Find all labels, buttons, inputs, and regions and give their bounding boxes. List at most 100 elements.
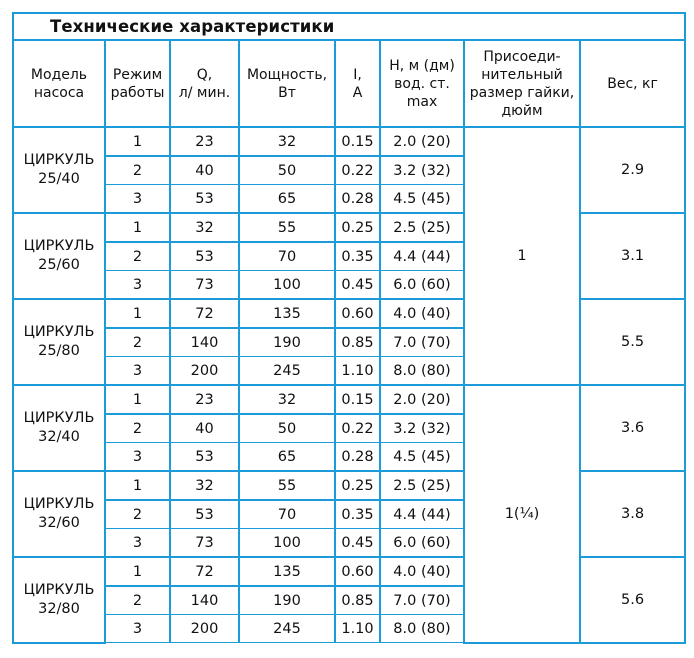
current-cell: 0.45: [334, 270, 381, 300]
flow-cell: 53: [169, 184, 240, 214]
header-power-line: Мощность,: [246, 66, 328, 83]
head-cell: 8.0 (80): [379, 614, 465, 643]
flow-cell: 73: [169, 528, 240, 558]
head-cell: 4.0 (40): [379, 298, 465, 329]
current-cell: 0.22: [334, 413, 381, 443]
power-cell: 32: [238, 126, 336, 157]
flow-cell: 53: [169, 442, 240, 472]
model-name: ЦИРКУЛЬ: [23, 324, 95, 340]
mode-cell: 2: [104, 241, 171, 271]
current-cell: 0.28: [334, 184, 381, 214]
header-head: H, м (дм) вод. ст. max: [379, 39, 465, 128]
current-cell: 0.28: [334, 442, 381, 472]
model-name: ЦИРКУЛЬ: [23, 238, 95, 254]
power-cell: 50: [238, 413, 336, 443]
power-cell: 100: [238, 528, 336, 558]
header-row: Модель насоса Режим работы Q, л/ мин. Мо…: [12, 39, 687, 128]
mode-cell: 3: [104, 614, 171, 643]
mode-cell: 1: [104, 126, 171, 157]
power-cell: 65: [238, 184, 336, 214]
power-cell: 100: [238, 270, 336, 300]
model-name: ЦИРКУЛЬ: [23, 581, 95, 598]
model-name-cell: ЦИРКУЛЬ 25/60: [12, 212, 106, 300]
flow-cell: 200: [169, 356, 240, 386]
head-cell: 3.2 (32): [379, 155, 465, 185]
header-connection-line: дюйм: [501, 102, 543, 119]
table-row: 3 200 245 1.10 8.0 (80): [13, 614, 685, 643]
header-weight-line: Вес, кг: [607, 75, 658, 92]
model-name-cell: ЦИРКУЛЬ 32/80: [12, 556, 106, 644]
header-current: I, A: [334, 39, 381, 128]
power-cell: 55: [238, 470, 336, 501]
header-model: Модель насоса: [12, 39, 106, 128]
flow-cell: 72: [169, 298, 240, 329]
model-name: ЦИРКУЛЬ: [23, 496, 95, 512]
head-cell: 3.2 (32): [379, 413, 465, 443]
model-name: ЦИРКУЛЬ: [23, 410, 95, 426]
head-cell: 7.0 (70): [379, 585, 465, 615]
weight-cell: 2.9: [578, 126, 687, 214]
model-name: ЦИРКУЛЬ: [23, 152, 95, 168]
model-size: 25/60: [38, 257, 80, 273]
table-row: 2 53 70 0.35 4.4 (44): [13, 499, 685, 529]
table-row: 3 53 65 0.28 4.5 (45): [13, 442, 685, 472]
table-row: 3 73 100 0.45 6.0 (60): [13, 270, 685, 300]
current-cell: 0.60: [334, 298, 381, 329]
header-mode-line: работы: [110, 84, 165, 101]
head-cell: 7.0 (70): [379, 327, 465, 357]
flow-cell: 40: [169, 413, 240, 443]
model-size: 32/40: [38, 429, 80, 445]
current-cell: 0.22: [334, 155, 381, 185]
head-cell: 2.0 (20): [379, 384, 465, 415]
table-row: 3 73 100 0.45 6.0 (60): [13, 528, 685, 558]
flow-cell: 53: [169, 241, 240, 271]
mode-cell: 2: [104, 585, 171, 615]
table-row: ЦИРКУЛЬ 32/40 1 23 32 0.15 2.0 (20) 1(¼)…: [12, 384, 687, 644]
head-cell: 4.4 (44): [379, 499, 465, 529]
header-connection-line: нительный: [481, 66, 563, 83]
flow-cell: 140: [169, 327, 240, 357]
header-current-line: A: [352, 84, 363, 101]
power-cell: 55: [238, 212, 336, 243]
power-cell: 190: [238, 327, 336, 357]
header-flow-line: л/ мин.: [178, 84, 231, 101]
mode-cell: 1: [104, 556, 171, 587]
power-cell: 50: [238, 155, 336, 185]
weight-cell: 3.6: [578, 384, 687, 472]
mode-cell: 3: [104, 528, 171, 558]
flow-cell: 140: [169, 585, 240, 615]
power-cell: 135: [238, 298, 336, 329]
current-cell: 0.35: [334, 241, 381, 271]
table-body: ЦИРКУЛЬ 25/40 1 23 32 0.15 2.0 (20) 1 2.…: [12, 126, 687, 644]
head-cell: 4.5 (45): [379, 442, 465, 472]
head-cell: 2.5 (25): [379, 212, 465, 243]
power-cell: 245: [238, 356, 336, 386]
model-size: 25/80: [38, 343, 80, 359]
header-mode-line: Режим: [112, 66, 163, 83]
mode-cell: 2: [104, 499, 171, 529]
flow-cell: 72: [169, 556, 240, 587]
mode-cell: 1: [104, 212, 171, 243]
table-row: 3 53 65 0.28 4.5 (45): [13, 184, 685, 214]
mode-cell: 1: [104, 298, 171, 329]
header-head-line: H, м (дм): [389, 57, 455, 74]
head-cell: 4.5 (45): [379, 184, 465, 214]
power-cell: 135: [238, 556, 336, 587]
table-row: ЦИРКУЛЬ 25/60 1 32 55 0.25 2.5 (25) 3.1: [12, 212, 687, 300]
header-model-line: Модель: [30, 66, 88, 83]
header-connection-line: размер гайки,: [469, 84, 575, 101]
mode-cell: 3: [104, 184, 171, 214]
power-cell: 70: [238, 499, 336, 529]
current-cell: 0.35: [334, 499, 381, 529]
flow-cell: 23: [169, 126, 240, 157]
flow-cell: 23: [169, 384, 240, 415]
power-cell: 32: [238, 384, 336, 415]
header-current-line: I,: [353, 66, 362, 83]
connection-cell: 1(¼): [463, 384, 581, 644]
current-cell: 0.85: [334, 327, 381, 357]
table-row: ЦИРКУЛЬ 32/60 1 32 55 0.25 2.5 (25) 3.8: [12, 470, 687, 558]
model-name-cell: ЦИРКУЛЬ 25/80: [12, 298, 106, 386]
head-cell: 8.0 (80): [379, 356, 465, 386]
power-cell: 245: [238, 614, 336, 643]
header-model-line: насоса: [33, 84, 85, 101]
